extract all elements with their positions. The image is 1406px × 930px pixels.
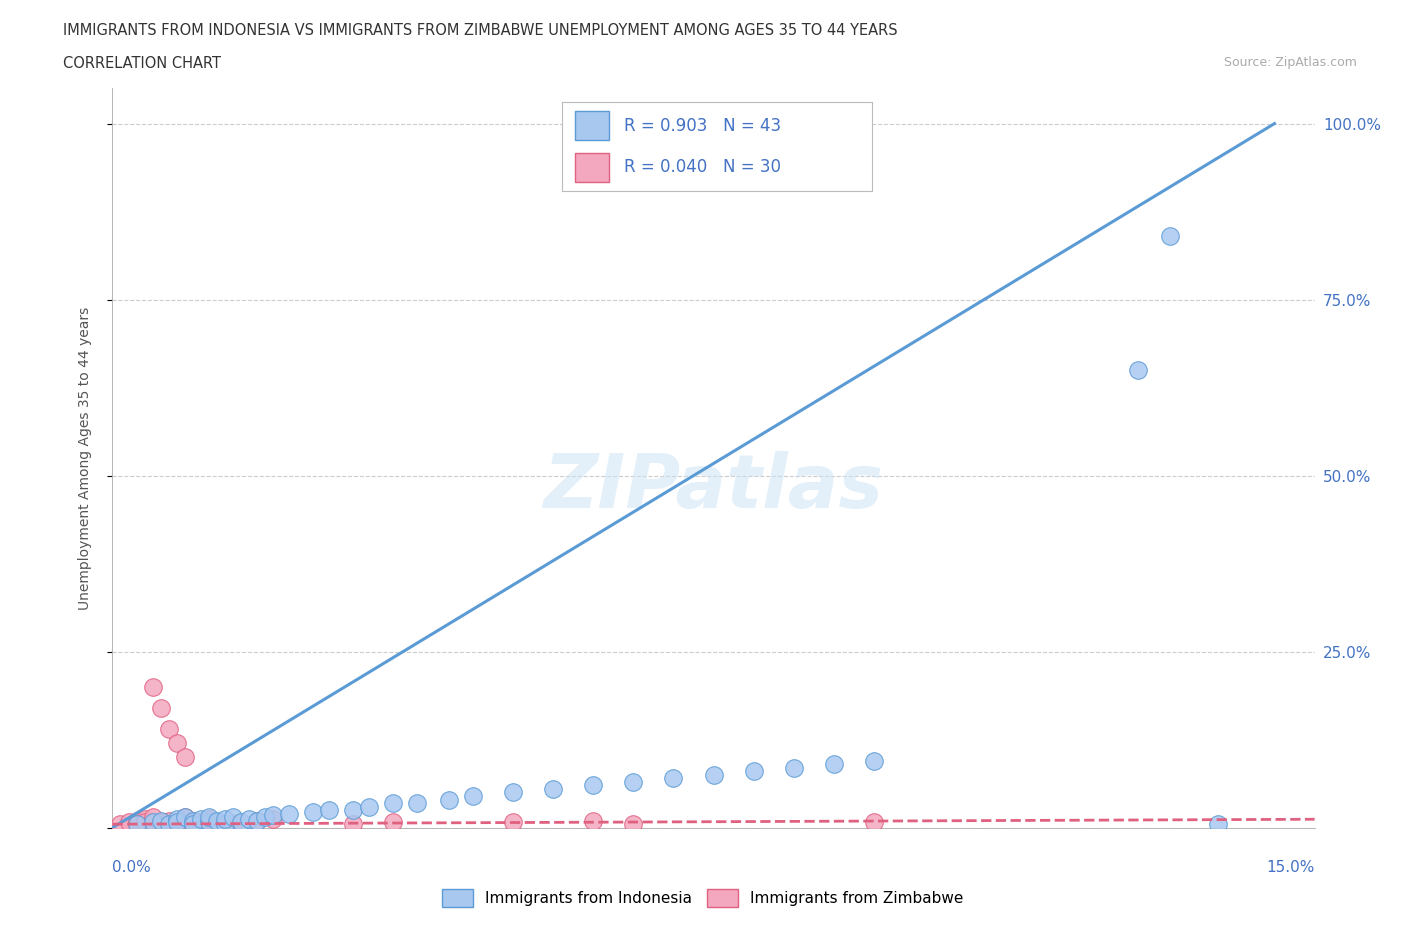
Point	[253, 810, 276, 825]
Point	[173, 810, 195, 825]
Text: R = 0.903   N = 43: R = 0.903 N = 43	[624, 117, 782, 135]
Text: Source: ZipAtlas.com: Source: ZipAtlas.com	[1223, 56, 1357, 69]
Point	[173, 810, 195, 825]
Point	[157, 722, 180, 737]
Point	[222, 810, 245, 825]
Point	[782, 761, 804, 776]
Point	[181, 813, 204, 828]
Point	[205, 815, 228, 830]
Point	[582, 813, 605, 828]
Text: CORRELATION CHART: CORRELATION CHART	[63, 56, 221, 71]
Point	[229, 815, 252, 830]
Point	[214, 817, 236, 831]
FancyBboxPatch shape	[575, 153, 609, 182]
Point	[621, 817, 644, 831]
Point	[262, 812, 284, 827]
Text: R = 0.040   N = 30: R = 0.040 N = 30	[624, 158, 782, 176]
Point	[246, 813, 269, 828]
Point	[863, 815, 886, 830]
Point	[166, 817, 188, 831]
Text: 15.0%: 15.0%	[1267, 860, 1315, 875]
Point	[181, 817, 204, 831]
Point	[1159, 229, 1181, 244]
Point	[141, 680, 163, 695]
Point	[166, 812, 188, 827]
Point	[214, 812, 236, 827]
Point	[342, 817, 364, 831]
Point	[125, 817, 148, 831]
Point	[502, 785, 524, 800]
Point	[117, 815, 139, 830]
Point	[277, 806, 299, 821]
Point	[197, 812, 219, 827]
Point	[437, 792, 460, 807]
Point	[582, 778, 605, 793]
Point	[110, 817, 132, 831]
Point	[205, 813, 228, 828]
Point	[342, 803, 364, 817]
Point	[823, 757, 845, 772]
FancyBboxPatch shape	[575, 112, 609, 140]
Point	[318, 803, 340, 817]
Point	[406, 796, 429, 811]
Point	[134, 812, 156, 827]
Point	[621, 775, 644, 790]
Point	[246, 813, 269, 828]
Text: IMMIGRANTS FROM INDONESIA VS IMMIGRANTS FROM ZIMBABWE UNEMPLOYMENT AMONG AGES 35: IMMIGRANTS FROM INDONESIA VS IMMIGRANTS …	[63, 23, 898, 38]
Point	[190, 812, 212, 827]
Point	[262, 807, 284, 822]
Point	[238, 812, 260, 827]
Point	[543, 781, 565, 796]
Point	[702, 767, 725, 782]
Point	[181, 813, 204, 828]
Point	[149, 700, 172, 715]
Point	[461, 789, 484, 804]
Point	[197, 815, 219, 830]
Point	[302, 804, 325, 819]
Point	[357, 799, 380, 814]
Text: 0.0%: 0.0%	[112, 860, 152, 875]
Point	[149, 815, 172, 830]
Point	[157, 817, 180, 831]
Point	[125, 813, 148, 828]
Point	[173, 750, 195, 764]
Point	[149, 813, 172, 828]
Point	[382, 815, 405, 830]
Point	[125, 817, 148, 831]
Point	[382, 796, 405, 811]
Legend: Immigrants from Indonesia, Immigrants from Zimbabwe: Immigrants from Indonesia, Immigrants fr…	[436, 884, 970, 913]
Point	[157, 813, 180, 828]
Point	[742, 764, 765, 778]
Point	[181, 817, 204, 831]
Y-axis label: Unemployment Among Ages 35 to 44 years: Unemployment Among Ages 35 to 44 years	[77, 306, 91, 610]
Text: ZIPatlas: ZIPatlas	[544, 451, 883, 525]
Point	[1128, 363, 1150, 378]
Point	[502, 815, 524, 830]
Point	[166, 736, 188, 751]
Point	[141, 815, 163, 830]
Point	[1208, 817, 1230, 831]
Point	[134, 815, 156, 830]
Point	[662, 771, 685, 786]
Point	[190, 815, 212, 830]
Point	[141, 810, 163, 825]
Point	[863, 753, 886, 768]
Point	[197, 810, 219, 825]
Point	[166, 815, 188, 830]
Point	[222, 817, 245, 831]
